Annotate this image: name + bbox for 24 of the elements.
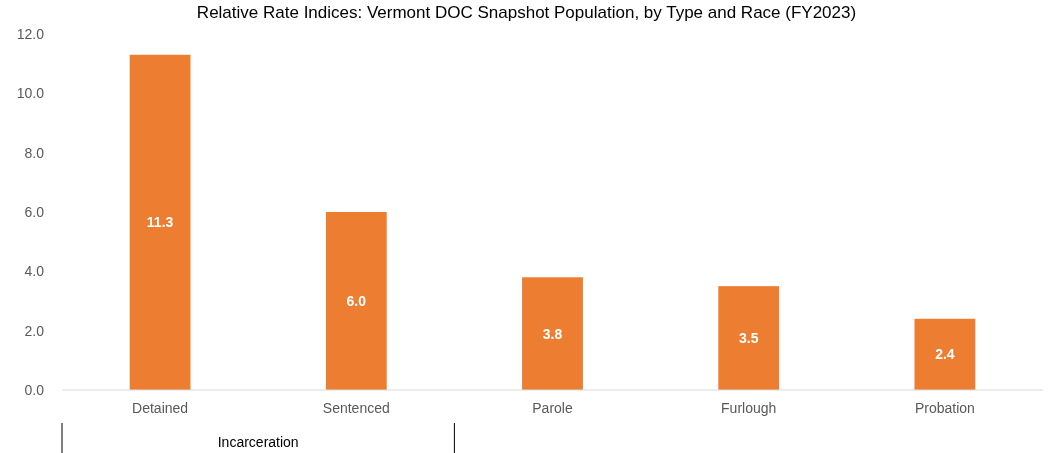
y-tick-label: 6.0 <box>24 203 45 220</box>
y-tick-label: 12.0 <box>16 25 45 42</box>
x-tick-label: Parole <box>532 400 573 416</box>
y-tick-label: 10.0 <box>16 85 45 102</box>
data-label: 2.4 <box>935 346 955 363</box>
bar <box>522 277 583 390</box>
bar <box>325 212 387 390</box>
data-label: 6.0 <box>346 292 367 309</box>
chart-title: Relative Rate Indices: Vermont DOC Snapshot Population, by Type and Race (FY2023) <box>196 3 857 22</box>
bar <box>914 318 976 390</box>
data-label: 3.8 <box>542 325 563 342</box>
text: Incarceration <box>217 434 299 450</box>
y-tick-label: 0.0 <box>24 381 45 398</box>
x-tick-label: Furlough <box>721 400 777 416</box>
data-label: 11.3 <box>146 214 174 231</box>
x-tick-label: Probation <box>914 400 975 416</box>
bar <box>129 54 191 390</box>
x-tick-label: Detained <box>132 400 189 416</box>
bar <box>718 286 780 390</box>
data-label: 3.5 <box>738 329 759 346</box>
y-tick-label: 8.0 <box>24 144 45 161</box>
x-tick-label: Sentenced <box>322 400 390 416</box>
y-tick-label: 2.0 <box>24 322 45 339</box>
y-tick-label: 4.0 <box>24 263 45 280</box>
